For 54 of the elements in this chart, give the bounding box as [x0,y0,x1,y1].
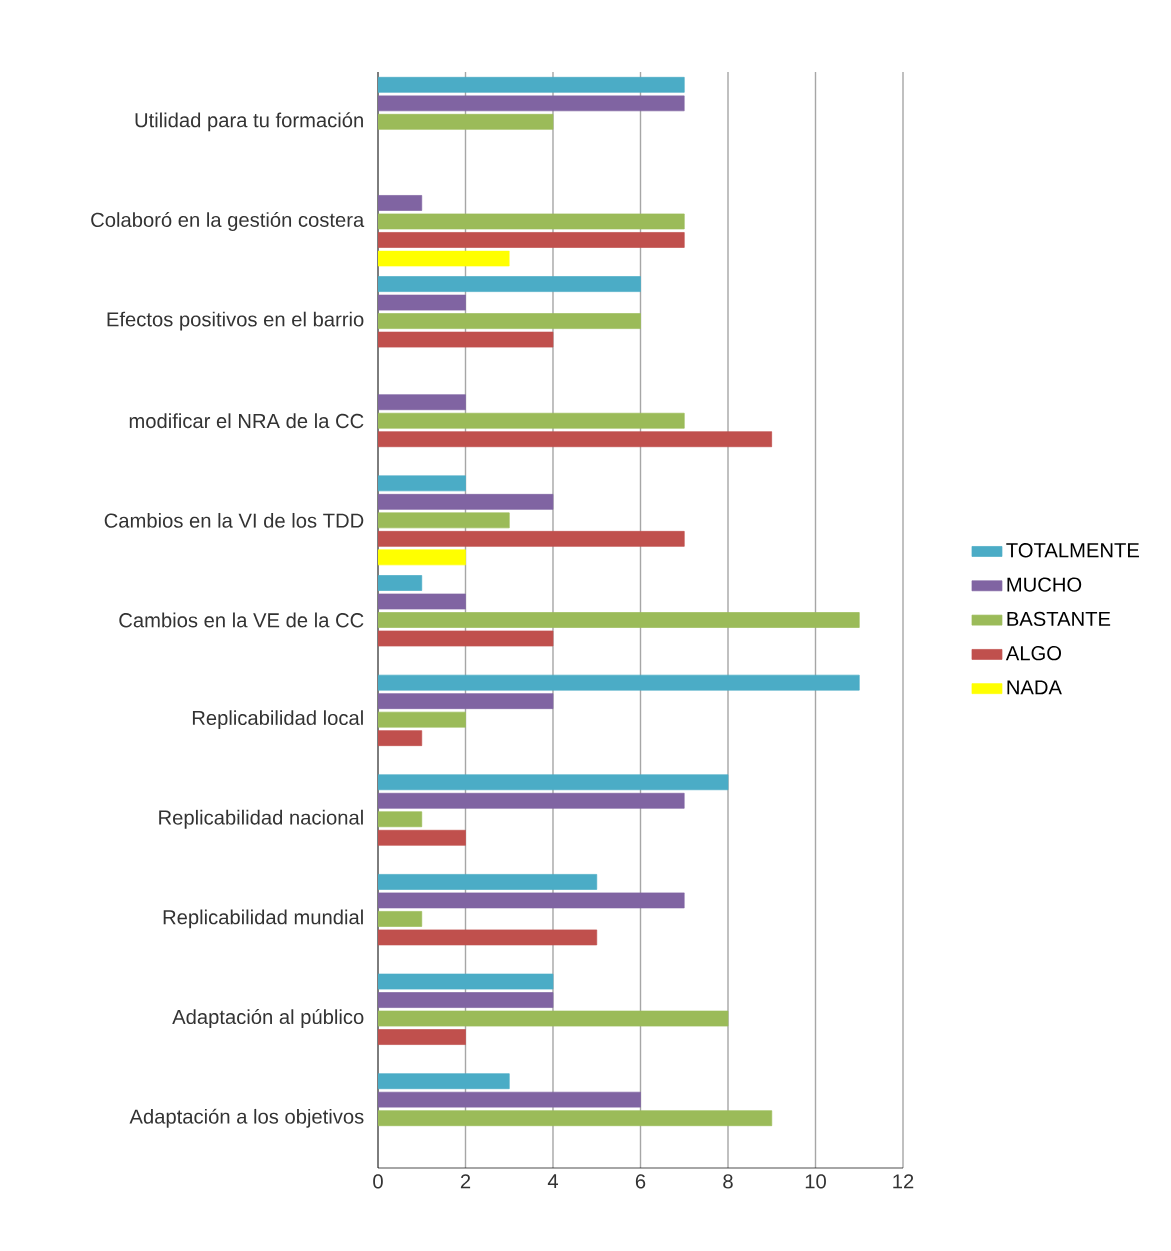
y-tick-label: Replicabilidad nacional [159,809,363,829]
y-tick-label: Replicabilidad mundial [163,909,363,929]
bar [378,113,554,130]
x-tick-label: 2 [460,1174,471,1189]
y-tick-label: Utilidad para tu formación [135,112,363,132]
bar [378,929,598,946]
legend-label: MUCHO [1007,577,1082,592]
bar [378,512,510,529]
y-tick-label: Cambios en la VE de la CC [119,612,364,628]
bar [378,630,554,647]
bar [378,475,466,492]
bar [378,1010,729,1027]
y-tick-label: Replicabilidad local [192,710,363,730]
legend-label: NADA [1007,680,1062,695]
bar [378,313,641,329]
bar [378,774,729,791]
x-tick-label: 6 [635,1174,646,1189]
legend-label: BASTANTE [1007,611,1111,627]
x-tick-label: 12 [893,1174,914,1189]
y-tick-label: modificar el NRA de la CC [129,413,364,429]
bar [378,232,685,248]
bar [378,674,860,691]
bar [378,575,423,591]
bar [378,829,466,846]
bar [378,612,860,628]
y-tick-label: Adaptación al público [172,1009,364,1029]
x-tick-label: 8 [723,1174,733,1189]
bar [378,1073,510,1090]
bar [378,549,466,566]
y-tick-label: Cambios en la VI de los TDD [104,512,364,528]
bar [378,811,423,828]
bar [378,531,685,547]
bar [378,213,685,230]
bar [378,276,641,292]
bar [378,76,685,93]
bar [378,874,598,890]
bar [378,973,554,990]
y-tick-label: Colaboró en la gestión costera [91,211,365,231]
x-tick-label: 0 [373,1174,383,1189]
y-tick-label: Adaptación a los objetivos [129,1108,364,1128]
legend-label: TOTALMENTE [1006,543,1139,558]
bar [378,431,773,448]
bar [378,1110,773,1127]
bar [378,1029,466,1045]
x-tick-label: 4 [547,1174,559,1189]
bar [378,250,510,267]
bar [378,711,466,728]
bar [378,911,423,927]
bar [378,331,554,348]
y-tick-label: Efectos positivos en el barrio [107,311,364,331]
legend-label: ALGO [1005,646,1062,661]
x-tick-label: 10 [805,1174,826,1189]
bar [378,412,685,429]
bar [378,730,423,746]
